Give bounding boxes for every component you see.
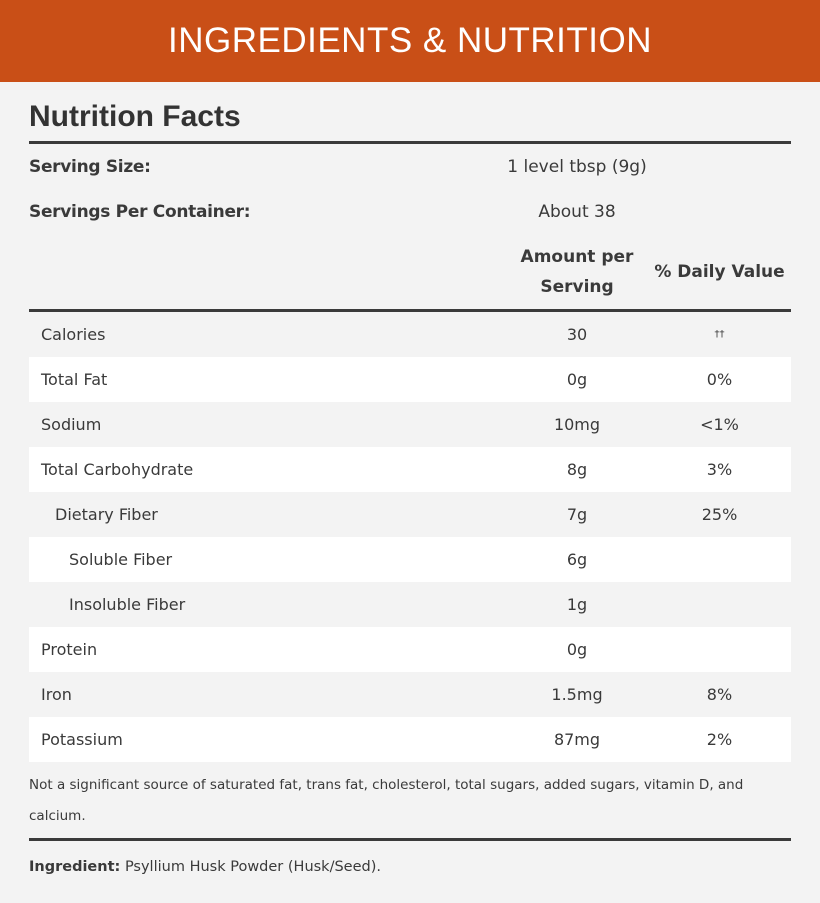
nutrient-name: Insoluble Fiber bbox=[69, 595, 186, 614]
nutrient-name: Sodium bbox=[41, 415, 102, 434]
nutrient-dv: <1% bbox=[700, 415, 739, 434]
col-amount-header: Amount per Serving bbox=[520, 246, 634, 297]
col-dv-header: % Daily Value bbox=[654, 261, 785, 282]
nutrient-table: Calories 30 †† Total Fat 0g 0% Sodium 10mg <1% To… bbox=[29, 312, 791, 762]
table-row: Insoluble Fiber 1g bbox=[29, 582, 791, 627]
table-row: Protein 0g bbox=[29, 627, 791, 672]
nutrient-amount: 10mg bbox=[553, 415, 601, 434]
servings-row: Servings Per Container: About 38 bbox=[29, 189, 791, 234]
servings-value: About 38 bbox=[538, 201, 616, 222]
nutrient-name: Iron bbox=[41, 685, 72, 704]
nutrient-name: Potassium bbox=[41, 730, 123, 749]
ingredient-line: Ingredient: Psyllium Husk Powder (Husk/S… bbox=[29, 859, 791, 875]
banner-title: INGREDIENTS & NUTRITION bbox=[167, 21, 653, 60]
ingredient-value: Psyllium Husk Powder (Husk/Seed). bbox=[124, 859, 381, 875]
nutrient-name: Total Carbohydrate bbox=[41, 460, 194, 479]
serving-size-row: Serving Size: 1 level tbsp (9g) bbox=[29, 144, 791, 189]
nutrient-amount: 7g bbox=[566, 505, 588, 524]
table-row: Soluble Fiber 6g bbox=[29, 537, 791, 582]
nutrient-name: Calories bbox=[41, 325, 106, 344]
table-row: Potassium 87mg 2% bbox=[29, 717, 791, 762]
table-row: Sodium 10mg <1% bbox=[29, 402, 791, 447]
servings-label: Servings Per Container: bbox=[29, 201, 251, 222]
nutrition-facts-panel: Nutrition Facts Serving Size: 1 level tbs… bbox=[29, 82, 791, 875]
table-row: Iron 1.5mg 8% bbox=[29, 672, 791, 717]
nutrient-name: Protein bbox=[41, 640, 98, 659]
nutrient-amount: 0g bbox=[566, 370, 588, 389]
nutrition-facts-title: Nutrition Facts bbox=[29, 99, 791, 144]
nutrient-dv: 25% bbox=[701, 505, 738, 524]
nutrient-amount: 8g bbox=[566, 460, 588, 479]
serving-size-label: Serving Size: bbox=[29, 156, 151, 177]
nutrient-amount: 6g bbox=[566, 550, 588, 569]
ingredient-label: Ingredient: bbox=[29, 859, 121, 875]
nutrient-dv: 0% bbox=[706, 370, 733, 389]
table-row: Total Carbohydrate 8g 3% bbox=[29, 447, 791, 492]
nutrient-amount: 0g bbox=[566, 640, 588, 659]
nutrient-name: Dietary Fiber bbox=[55, 505, 158, 524]
table-row: Dietary Fiber 7g 25% bbox=[29, 492, 791, 537]
nutrient-amount: 1g bbox=[566, 595, 588, 614]
nutrient-dv: 8% bbox=[706, 685, 733, 704]
serving-size-value: 1 level tbsp (9g) bbox=[507, 156, 647, 177]
nutrient-dv: 3% bbox=[706, 460, 733, 479]
nutrient-dv: †† bbox=[714, 329, 725, 340]
table-row: Calories 30 †† bbox=[29, 312, 791, 357]
nutrient-dv: 2% bbox=[706, 730, 733, 749]
section-banner: INGREDIENTS & NUTRITION bbox=[0, 0, 820, 82]
nutrient-amount: 87mg bbox=[553, 730, 601, 749]
nutrient-name: Soluble Fiber bbox=[69, 550, 173, 569]
nutrient-amount: 30 bbox=[566, 325, 588, 344]
table-header: Amount per Serving % Daily Value bbox=[29, 234, 791, 312]
nutrient-name: Total Fat bbox=[41, 370, 108, 389]
table-row: Total Fat 0g 0% bbox=[29, 357, 791, 402]
footnote: Not a significant source of saturated fa… bbox=[29, 770, 791, 841]
nutrient-amount: 1.5mg bbox=[551, 685, 603, 704]
